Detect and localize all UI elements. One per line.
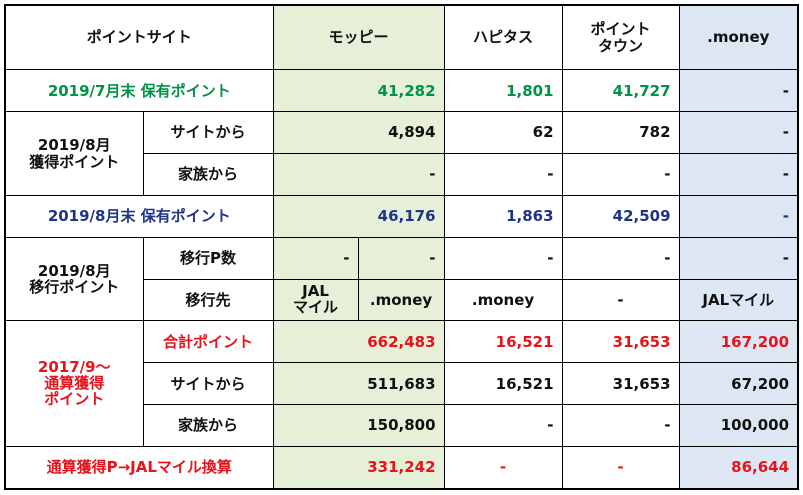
aug-transfer-label: 2019/8月 移行ポイント <box>4 236 144 322</box>
aug-transfer-dest-row: 移行先 JAL マイル .money .money - JALマイル <box>5 278 799 322</box>
aug-earned-family-label: 家族から <box>142 153 274 196</box>
aug-earned-site-moppy: 4,894 <box>272 111 445 155</box>
cumulative-total-label: 合計ポイント <box>142 320 274 364</box>
cumulative-family-label: 家族から <box>142 404 274 448</box>
conversion-row: 通算獲得P→JALマイル換算 331,242 - - 86,644 <box>4 446 799 490</box>
conversion-moppy: 331,242 <box>272 446 445 490</box>
conversion-dotmoney: 86,644 <box>678 446 799 490</box>
aug-transfer-count-hapitas: - <box>443 236 563 280</box>
aug-transfer-dest-moppy-a: JAL マイル <box>272 278 359 322</box>
july-holdings-row: 2019/7月末 保有ポイント 41,282 1,801 41,727 - <box>4 69 799 113</box>
aug-hold-hapitas: 1,863 <box>443 194 563 238</box>
aug-transfer-dest-hapitas: .money <box>443 278 563 322</box>
conversion-label: 通算獲得P→JALマイル換算 <box>4 446 274 490</box>
aug-holdings-row: 2019/8月末 保有ポイント 46,176 1,863 42,509 - <box>4 194 799 238</box>
aug-earned-site-hapitas: 62 <box>443 111 563 155</box>
july-dotmoney: - <box>678 69 799 113</box>
aug-transfer-count-label: 移行P数 <box>142 236 274 280</box>
aug-earned-family-moppy: - <box>272 153 445 196</box>
aug-hold-moppy: 46,176 <box>272 194 445 238</box>
aug-hold-label: 2019/8月末 保有ポイント <box>4 194 274 238</box>
conversion-pointtown: - <box>561 446 680 490</box>
cumulative-total-hapitas: 16,521 <box>443 320 563 364</box>
cumulative-site-hapitas: 16,521 <box>443 362 563 406</box>
aug-transfer-dest-dotmoney: JALマイル <box>678 278 799 322</box>
cumulative-family-pointtown: - <box>561 404 680 448</box>
aug-earned-site-pointtown: 782 <box>561 111 680 155</box>
aug-transfer-count-dotmoney: - <box>678 236 799 280</box>
aug-hold-pointtown: 42,509 <box>561 194 680 238</box>
header-pointtown: ポイント タウン <box>561 4 680 71</box>
aug-earned-label: 2019/8月 獲得ポイント <box>4 111 144 196</box>
july-pointtown: 41,727 <box>561 69 680 113</box>
july-hapitas: 1,801 <box>443 69 563 113</box>
aug-earned-family-pointtown: - <box>561 153 680 196</box>
header-row: ポイントサイト モッピー ハピタス ポイント タウン .money <box>4 4 799 71</box>
cumulative-family-moppy: 150,800 <box>272 404 445 448</box>
cumulative-total-pointtown: 31,653 <box>561 320 680 364</box>
aug-earned-site-row: 2019/8月 獲得ポイント サイトから 4,894 62 782 - <box>4 111 799 196</box>
cumulative-total-dotmoney: 167,200 <box>678 320 799 364</box>
cumulative-total-row: 2017/9～ 通算獲得 ポイント 合計ポイント 662,483 16,521 … <box>4 320 799 448</box>
aug-earned-family-dotmoney: - <box>678 153 799 196</box>
cumulative-site-row: サイトから 511,683 16,521 31,653 67,200 <box>5 362 799 406</box>
cumulative-site-pointtown: 31,653 <box>561 362 680 406</box>
cumulative-site-dotmoney: 67,200 <box>678 362 799 406</box>
cumulative-total-moppy: 662,483 <box>272 320 445 364</box>
aug-transfer-count-moppy-a: - <box>272 236 359 280</box>
header-moppy: モッピー <box>272 4 445 71</box>
aug-earned-family-row: 家族から - - - - <box>5 153 799 196</box>
aug-transfer-count-moppy-b: - <box>357 236 445 280</box>
july-label: 2019/7月末 保有ポイント <box>4 69 274 113</box>
aug-transfer-count-pointtown: - <box>561 236 680 280</box>
conversion-hapitas: - <box>443 446 563 490</box>
cumulative-site-label: サイトから <box>142 362 274 406</box>
cumulative-family-dotmoney: 100,000 <box>678 404 799 448</box>
aug-earned-site-dotmoney: - <box>678 111 799 155</box>
aug-earned-site-label: サイトから <box>142 111 274 155</box>
aug-transfer-dest-pointtown: - <box>561 278 680 322</box>
july-moppy: 41,282 <box>272 69 445 113</box>
header-hapitas: ハピタス <box>443 4 563 71</box>
cumulative-family-row: 家族から 150,800 - - 100,000 <box>5 404 799 448</box>
aug-transfer-dest-moppy-b: .money <box>357 278 445 322</box>
cumulative-site-moppy: 511,683 <box>272 362 445 406</box>
aug-transfer-count-row: 2019/8月 移行ポイント 移行P数 - - - - - <box>4 236 799 322</box>
aug-hold-dotmoney: - <box>678 194 799 238</box>
aug-earned-family-hapitas: - <box>443 153 563 196</box>
cumulative-family-hapitas: - <box>443 404 563 448</box>
header-dotmoney: .money <box>678 4 799 71</box>
points-table: ポイントサイト モッピー ハピタス ポイント タウン .money 2019/7… <box>4 4 800 490</box>
header-site-label: ポイントサイト <box>4 4 274 71</box>
cumulative-label: 2017/9～ 通算獲得 ポイント <box>4 320 144 448</box>
aug-transfer-dest-label: 移行先 <box>142 278 274 322</box>
